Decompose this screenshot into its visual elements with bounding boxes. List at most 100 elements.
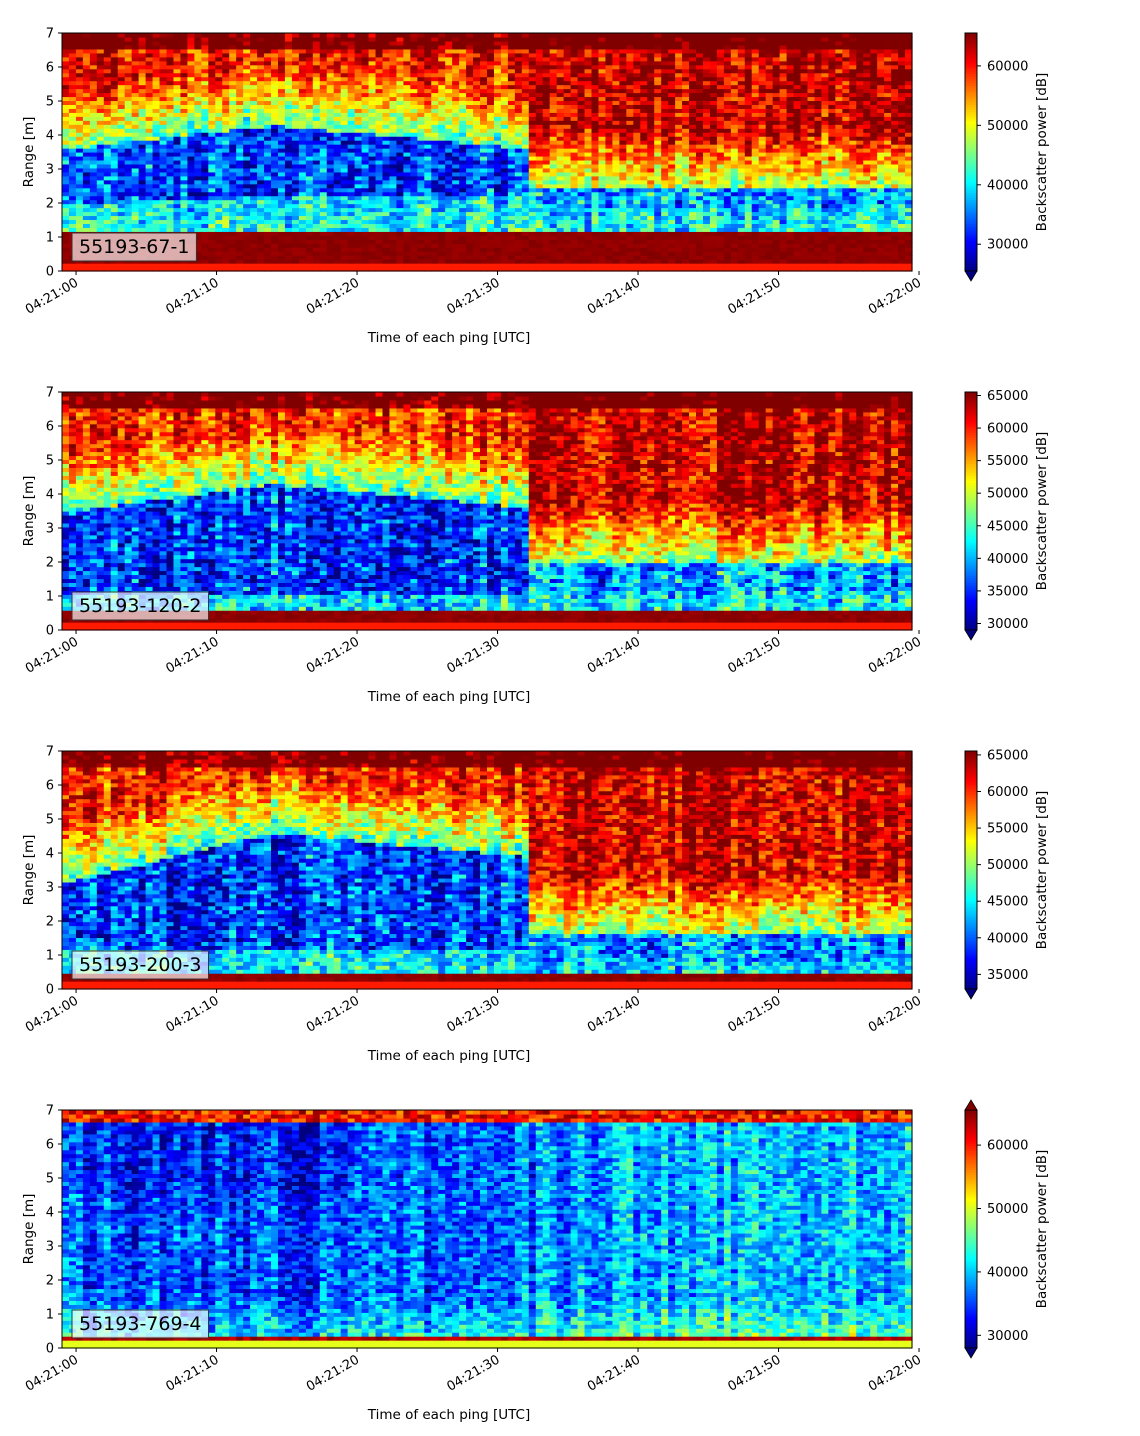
heatmap-cell bbox=[201, 171, 209, 177]
heatmap-cell bbox=[521, 52, 530, 58]
heatmap-cell bbox=[82, 267, 91, 272]
heatmap-cell bbox=[368, 44, 377, 50]
heatmap-cell bbox=[277, 163, 286, 169]
heatmap-cell bbox=[542, 195, 551, 201]
heatmap-cell bbox=[277, 152, 286, 157]
heatmap-cell bbox=[75, 60, 84, 66]
heatmap-cell bbox=[250, 219, 258, 224]
heatmap-cell bbox=[96, 44, 105, 50]
heatmap-cell bbox=[312, 152, 321, 157]
heatmap-cell bbox=[187, 56, 195, 62]
heatmap-cell bbox=[563, 175, 572, 181]
heatmap-cell bbox=[375, 116, 384, 121]
heatmap-cell bbox=[222, 163, 230, 169]
heatmap-cell bbox=[194, 48, 202, 54]
heatmap-cell bbox=[89, 52, 98, 58]
heatmap-cell bbox=[507, 148, 516, 153]
heatmap-cell bbox=[243, 207, 251, 213]
heatmap-cell bbox=[284, 175, 293, 181]
heatmap-cell bbox=[521, 132, 530, 137]
heatmap-cell bbox=[382, 243, 391, 248]
heatmap-cell bbox=[222, 235, 230, 240]
heatmap-cell bbox=[250, 247, 258, 252]
heatmap-cell bbox=[89, 263, 98, 268]
heatmap-cell bbox=[291, 36, 300, 42]
heatmap-cell bbox=[542, 88, 551, 94]
heatmap-cell bbox=[180, 267, 189, 272]
heatmap-cell bbox=[229, 36, 237, 42]
heatmap-cell bbox=[298, 148, 307, 153]
heatmap-cell bbox=[577, 72, 586, 78]
heatmap-cell bbox=[277, 215, 286, 221]
heatmap-cell bbox=[284, 128, 293, 133]
heatmap-cell bbox=[431, 239, 439, 244]
heatmap-cell bbox=[305, 96, 314, 102]
heatmap-cell bbox=[277, 64, 286, 70]
heatmap-cell bbox=[605, 199, 614, 205]
heatmap-cell bbox=[138, 76, 147, 82]
heatmap-cell bbox=[131, 88, 140, 94]
heatmap-cell bbox=[103, 183, 112, 189]
heatmap-cell bbox=[452, 144, 460, 149]
heatmap-cell bbox=[354, 144, 363, 149]
heatmap-cell bbox=[187, 132, 195, 137]
heatmap-cell bbox=[347, 33, 356, 38]
heatmap-cell bbox=[584, 175, 593, 181]
heatmap-cell bbox=[208, 235, 216, 240]
heatmap-cell bbox=[633, 136, 641, 141]
heatmap-cell bbox=[361, 56, 370, 62]
heatmap-cell bbox=[619, 48, 627, 54]
heatmap-cell bbox=[201, 263, 209, 268]
heatmap-cell bbox=[124, 191, 133, 197]
heatmap-cell bbox=[110, 223, 119, 228]
heatmap-cell bbox=[514, 211, 523, 217]
heatmap-cell bbox=[291, 243, 300, 248]
heatmap-cell bbox=[68, 100, 77, 105]
heatmap-cell bbox=[257, 36, 265, 42]
heatmap-cell bbox=[312, 159, 321, 165]
heatmap-cell bbox=[542, 231, 551, 236]
heatmap-cell bbox=[577, 112, 586, 117]
heatmap-cell bbox=[466, 72, 474, 78]
heatmap-cell bbox=[333, 140, 342, 145]
heatmap-cell bbox=[180, 128, 189, 133]
heatmap-cell bbox=[626, 64, 634, 70]
heatmap-cell bbox=[584, 36, 593, 42]
heatmap-cell bbox=[312, 120, 321, 125]
heatmap-cell bbox=[452, 136, 460, 141]
heatmap-cell bbox=[445, 215, 453, 221]
heatmap-cell bbox=[305, 76, 314, 82]
heatmap-cell bbox=[82, 175, 91, 181]
heatmap-cell bbox=[354, 267, 363, 272]
heatmap-cell bbox=[549, 100, 558, 105]
heatmap-cell bbox=[229, 255, 237, 260]
heatmap-cell bbox=[326, 48, 335, 54]
heatmap-cell bbox=[368, 203, 377, 209]
heatmap-cell bbox=[236, 76, 244, 82]
heatmap-cell bbox=[584, 52, 593, 58]
heatmap-cell bbox=[89, 40, 98, 46]
heatmap-cell bbox=[403, 159, 411, 165]
heatmap-cell bbox=[598, 235, 607, 240]
heatmap-cell bbox=[110, 120, 119, 125]
heatmap-cell bbox=[264, 187, 272, 193]
heatmap-cell bbox=[445, 40, 453, 46]
heatmap-cell bbox=[556, 199, 565, 205]
heatmap-cell bbox=[382, 235, 391, 240]
heatmap-cell bbox=[96, 40, 105, 46]
heatmap-cell bbox=[75, 183, 84, 189]
heatmap-cell bbox=[417, 175, 425, 181]
heatmap-cell bbox=[159, 187, 168, 193]
heatmap-cell bbox=[424, 191, 432, 197]
heatmap-cell bbox=[298, 64, 307, 70]
heatmap-cell bbox=[570, 167, 579, 173]
heatmap-cell bbox=[584, 219, 593, 224]
heatmap-cell bbox=[138, 92, 147, 98]
heatmap-cell bbox=[319, 227, 328, 232]
heatmap-cell bbox=[466, 128, 474, 133]
heatmap-cell bbox=[215, 223, 223, 228]
heatmap-cell bbox=[250, 48, 258, 54]
heatmap-cell bbox=[131, 187, 140, 193]
heatmap-cell bbox=[598, 40, 607, 46]
heatmap-cell bbox=[410, 191, 418, 197]
